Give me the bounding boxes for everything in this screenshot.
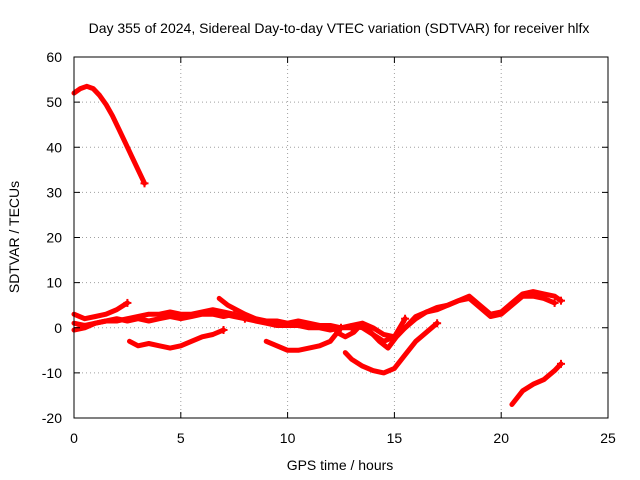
- y-tick-label: 0: [54, 320, 62, 336]
- data-point-marker: [433, 319, 442, 328]
- y-tick-label: -10: [42, 365, 62, 381]
- data-point-marker: [557, 359, 566, 368]
- x-tick-label: 0: [70, 430, 78, 446]
- y-tick-label: 50: [46, 94, 62, 110]
- data-series-arc-12: [509, 361, 564, 407]
- grid: [74, 57, 608, 418]
- y-tick-label: 40: [46, 139, 62, 155]
- data-series-arc-8: [263, 325, 344, 353]
- y-tick-label: 60: [46, 49, 62, 65]
- data-series-arc-11: [349, 293, 558, 344]
- data-series-arc-7: [221, 311, 408, 340]
- y-tick-label: 10: [46, 275, 62, 291]
- data-point-marker: [123, 298, 132, 307]
- y-tick-label: -20: [42, 410, 62, 426]
- data-series-arc-9: [342, 320, 440, 376]
- x-axis-label: GPS time / hours: [287, 457, 394, 473]
- x-tick-label: 20: [493, 430, 509, 446]
- data-series-arc-10: [334, 289, 564, 351]
- x-tick-label: 25: [600, 430, 616, 446]
- data-series-arc-2: [71, 300, 130, 322]
- x-tick-label: 10: [280, 430, 296, 446]
- data-point-marker: [401, 314, 410, 323]
- data-series-arc-6: [216, 295, 355, 331]
- data-series-arc-1: [71, 83, 147, 186]
- chart-title: Day 355 of 2024, Sidereal Day-to-day VTE…: [89, 20, 590, 36]
- data-point-marker: [557, 296, 566, 305]
- x-tick-label: 15: [387, 430, 403, 446]
- data-series-arc-4: [71, 311, 237, 333]
- x-tick-label: 5: [177, 430, 185, 446]
- data-series-arc-5: [127, 327, 226, 351]
- ticks: 0 5 10 15 20 25 -20 -10 0 10 20 30 40 50 60: [42, 49, 616, 446]
- y-tick-label: 30: [46, 184, 62, 200]
- data-point-marker: [550, 298, 559, 307]
- y-axis-label: SDTVAR / TECUs: [6, 181, 22, 293]
- y-tick-label: 20: [46, 230, 62, 246]
- data-point-marker: [219, 326, 228, 335]
- data-point-marker: [140, 179, 149, 188]
- series-group: [71, 83, 566, 407]
- data-point-marker: [337, 323, 345, 332]
